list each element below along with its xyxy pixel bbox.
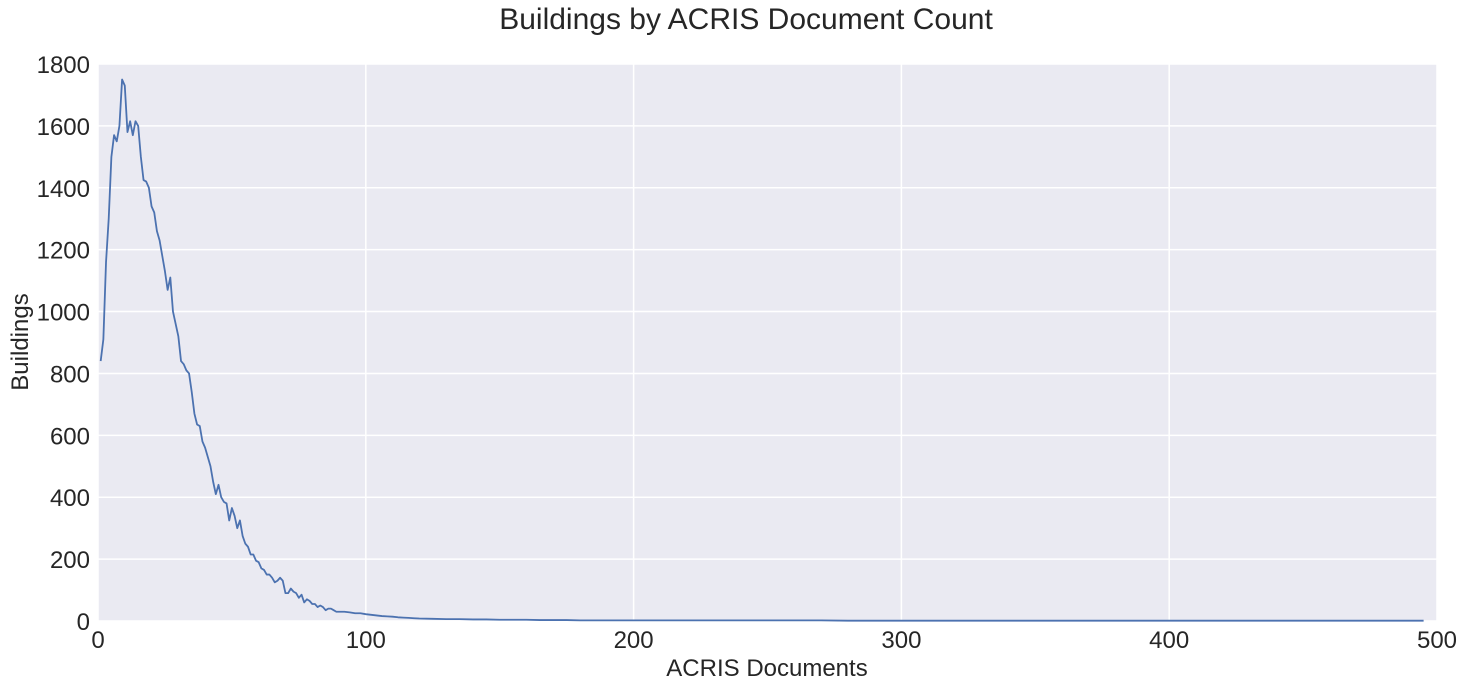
y-tick-label: 1400 [37,176,90,203]
y-tick-label: 600 [50,423,90,450]
y-tick-label: 1600 [37,114,90,141]
y-tick-label: 1000 [37,300,90,327]
x-tick-labels: 0 100 200 300 400 500 [91,627,1457,654]
x-axis-label: ACRIS Documents [666,655,867,682]
y-tick-labels: 0 200 400 600 800 1000 1200 1400 1600 1800 [37,52,90,636]
x-tick-label: 300 [881,627,921,654]
series-line [99,78,1424,622]
x-tick-label: 400 [1149,627,1189,654]
y-tick-label: 200 [50,547,90,574]
y-tick-label: 800 [50,361,90,388]
chart-title: Buildings by ACRIS Document Count [499,3,993,36]
y-tick-label: 0 [77,609,90,636]
x-tick-label: 500 [1417,627,1457,654]
x-gridlines [97,64,1438,621]
y-gridlines [98,63,1437,622]
y-tick-label: 1200 [37,238,90,265]
y-axis-label: Buildings [7,293,34,390]
y-tick-label: 1800 [37,52,90,79]
x-tick-label: 100 [346,627,386,654]
plot-area [98,64,1437,621]
y-tick-label: 400 [50,485,90,512]
x-tick-label: 200 [614,627,654,654]
x-tick-label: 0 [91,627,104,654]
